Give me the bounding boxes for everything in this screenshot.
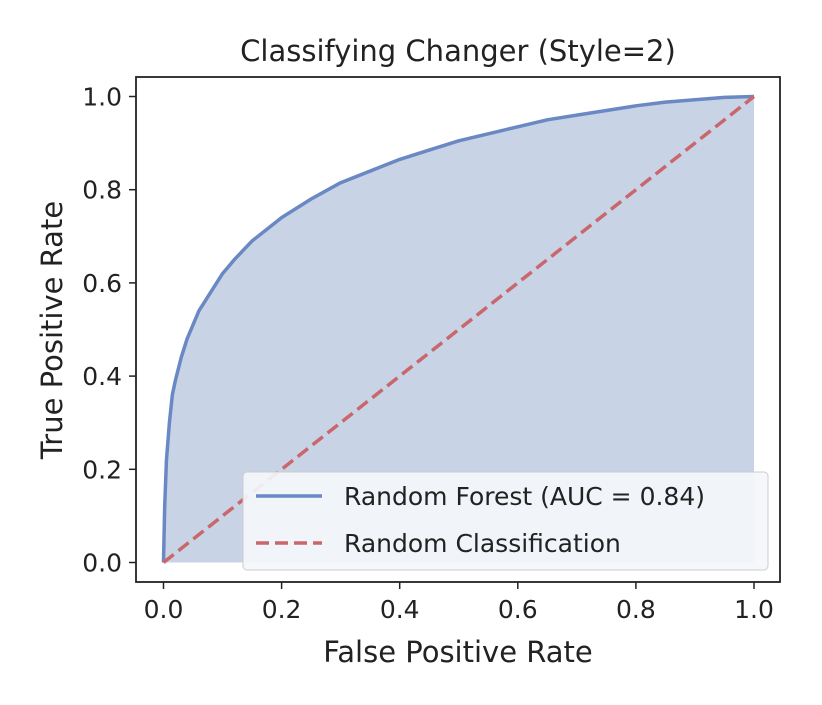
chart-title: Classifying Changer (Style=2) (240, 34, 676, 68)
x-tick-label: 0.2 (262, 595, 302, 624)
legend-label-random-forest: Random Forest (AUC = 0.84) (344, 482, 705, 511)
y-tick-label: 0.6 (82, 269, 122, 298)
y-axis-title: True Positive Rate (35, 201, 69, 460)
x-tick-label: 0.8 (616, 595, 656, 624)
axes-frame (135, 76, 781, 583)
x-axis-title: False Positive Rate (323, 635, 593, 669)
legend: Random Forest (AUC = 0.84) Random Classi… (242, 471, 769, 571)
y-axis: 0.0 0.2 0.4 0.6 0.8 1.0 (82, 83, 136, 578)
y-tick-label: 0.2 (82, 455, 122, 484)
area-random-forest-auc-0-84 (163, 96, 754, 563)
legend-label-random-classification: Random Classification (344, 529, 621, 558)
x-tick-label: 0.4 (380, 595, 420, 624)
x-tick-label: 1.0 (734, 595, 774, 624)
y-tick-label: 1.0 (82, 83, 122, 112)
x-tick-label: 0.6 (498, 595, 538, 624)
line-random-forest-auc-0-84 (161, 94, 755, 563)
legend-box (242, 471, 769, 571)
y-tick-label: 0.4 (82, 362, 122, 391)
y-tick-label: 0.0 (82, 549, 122, 578)
y-tick-label: 0.8 (82, 176, 122, 205)
x-axis: 0.0 0.2 0.4 0.6 0.8 1.0 (144, 582, 774, 624)
x-tick-label: 0.0 (144, 595, 184, 624)
